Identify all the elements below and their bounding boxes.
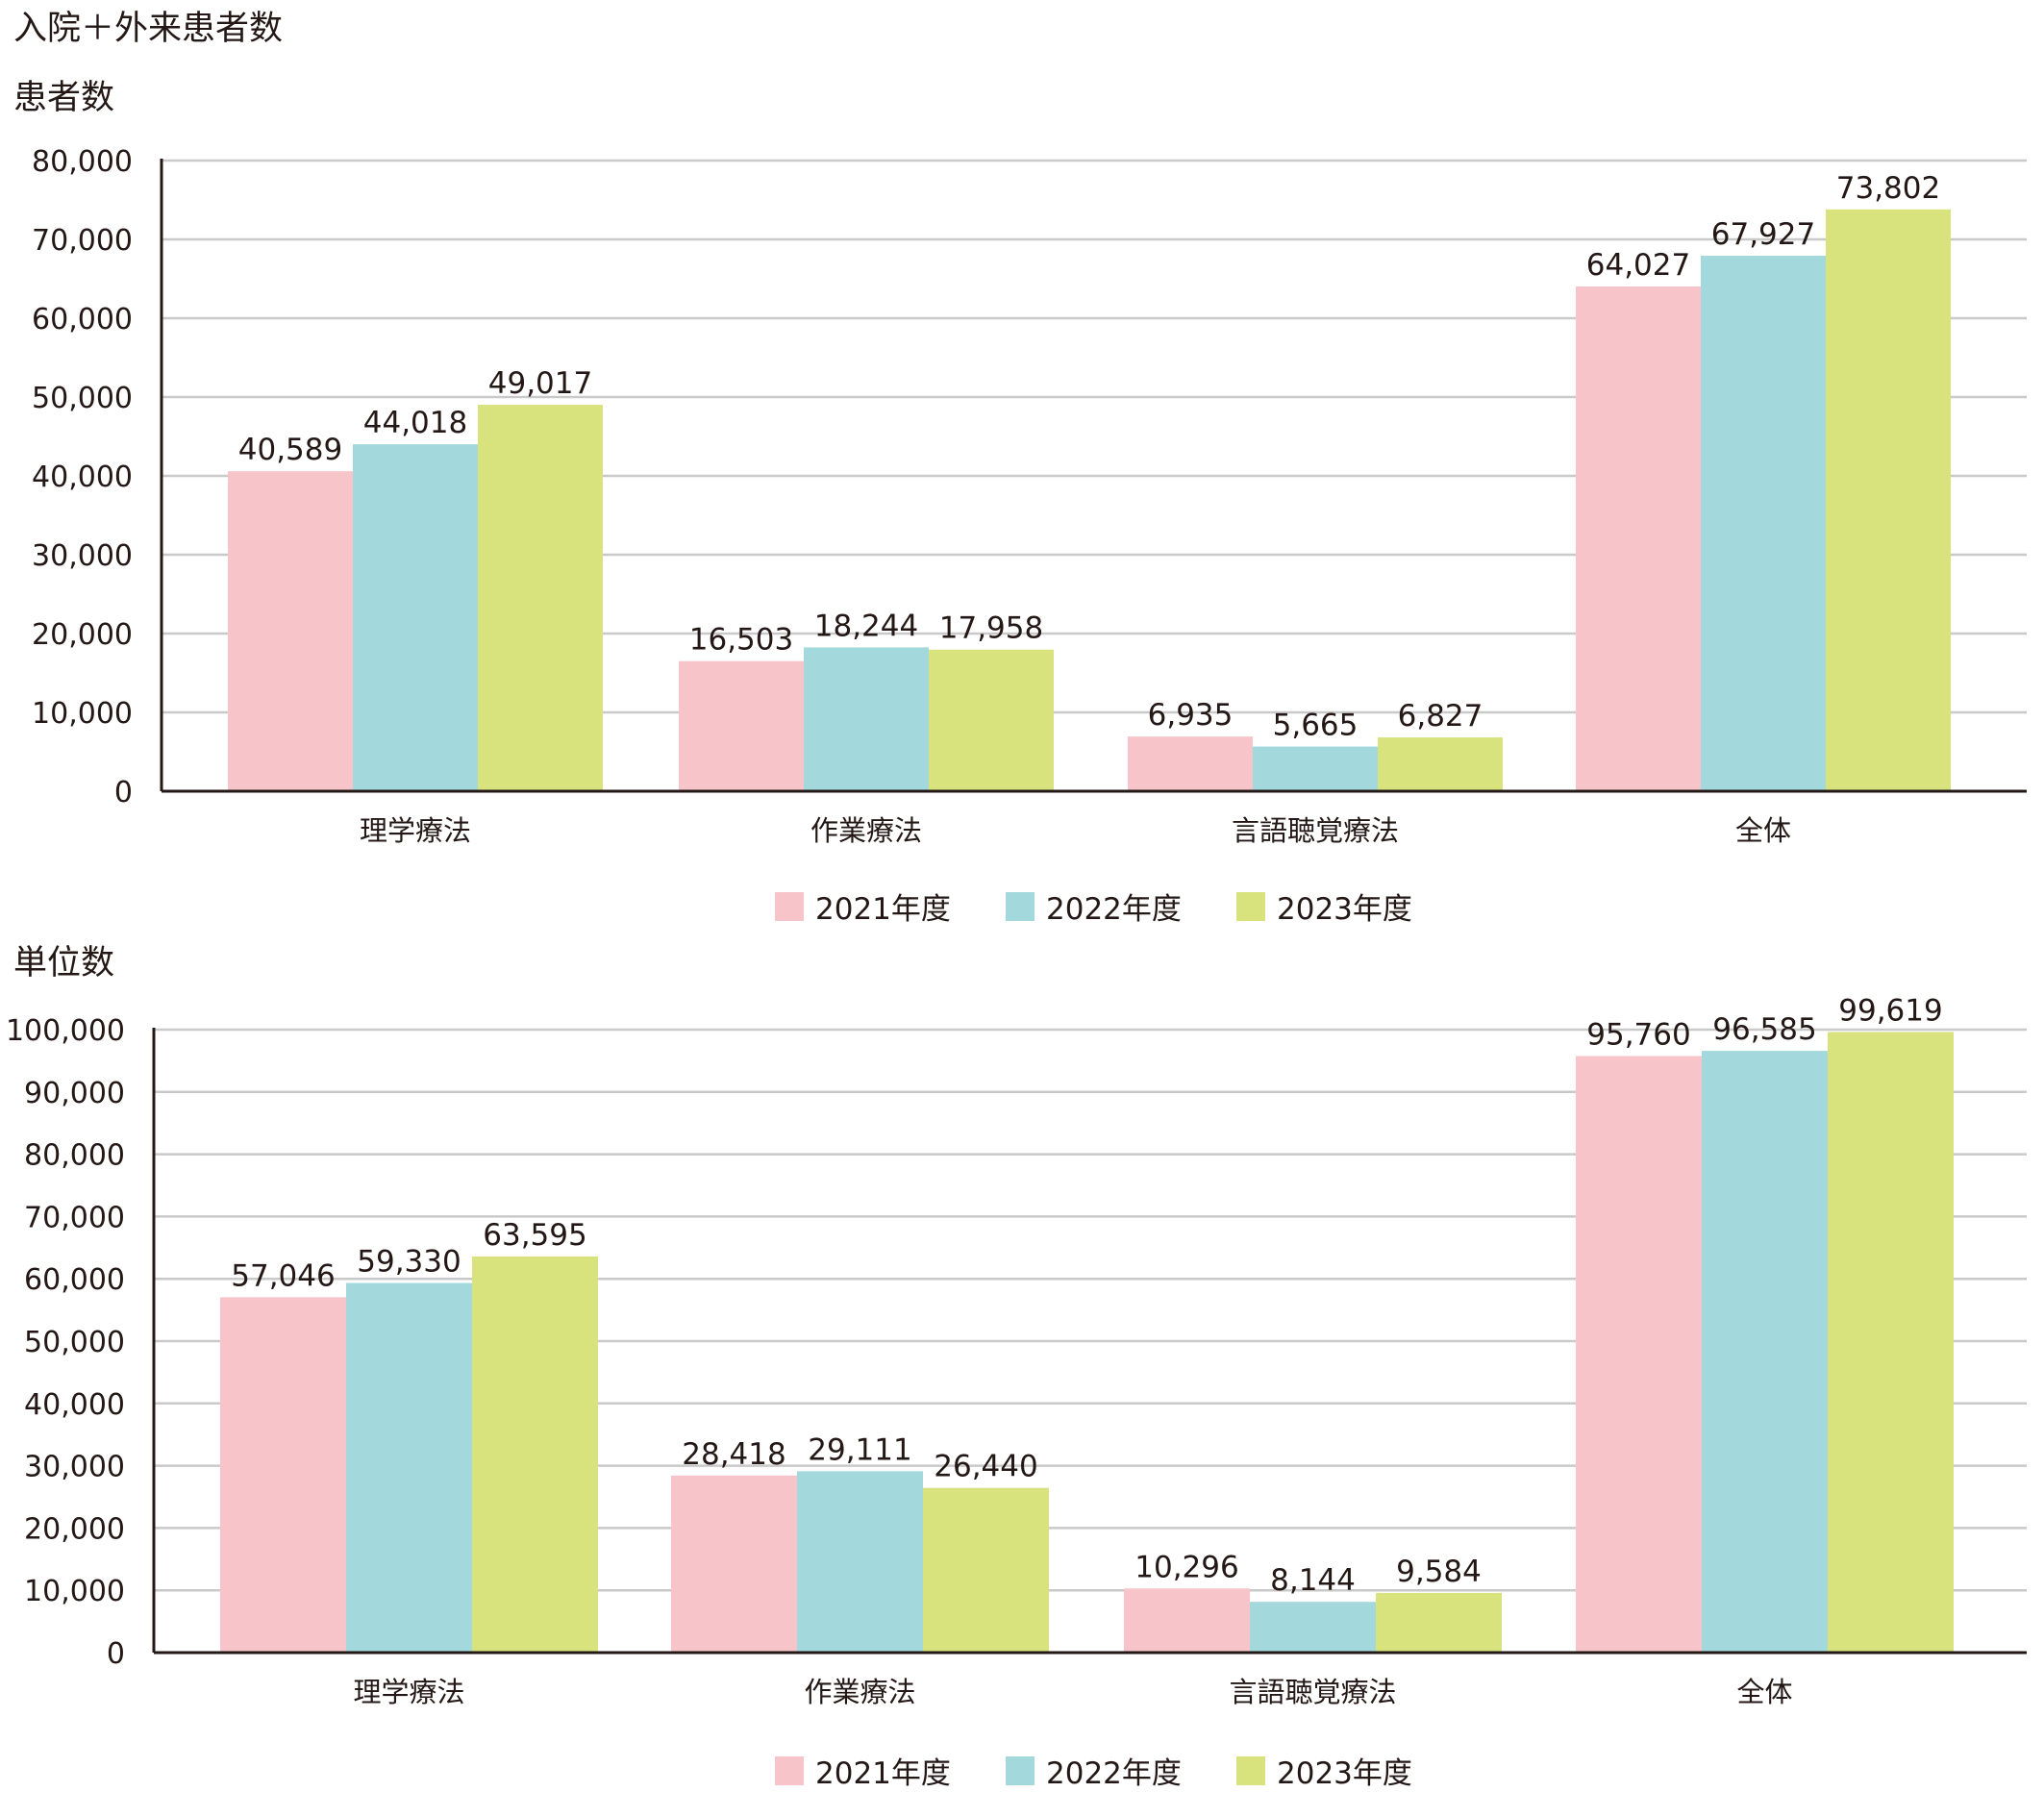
bar-units bbox=[797, 1471, 923, 1653]
x-tick-label: 作業療法 bbox=[810, 814, 922, 847]
data-label: 49,017 bbox=[488, 366, 592, 401]
y-tick-label: 10,000 bbox=[24, 1575, 125, 1608]
data-label: 5,665 bbox=[1273, 709, 1359, 743]
y-tick-label: 30,000 bbox=[32, 539, 133, 573]
bar-patients bbox=[929, 649, 1054, 791]
x-tick-label: 理学療法 bbox=[353, 1676, 464, 1708]
data-label: 10,296 bbox=[1134, 1550, 1238, 1584]
y-tick-label: 50,000 bbox=[24, 1326, 125, 1359]
y-tick-label: 70,000 bbox=[24, 1201, 125, 1234]
y-tick-label: 50,000 bbox=[32, 382, 133, 415]
data-label: 95,760 bbox=[1586, 1017, 1690, 1052]
data-label: 64,027 bbox=[1586, 248, 1690, 283]
bar-units bbox=[1250, 1602, 1376, 1653]
data-label: 6,827 bbox=[1398, 699, 1483, 734]
legend-label: 2023年度 bbox=[1277, 892, 1412, 927]
legend-label: 2022年度 bbox=[1046, 892, 1182, 927]
bar-patients bbox=[1128, 736, 1253, 791]
bar-patients bbox=[353, 444, 478, 791]
chart-title-units: 単位数 bbox=[13, 944, 115, 983]
y-tick-label: 60,000 bbox=[32, 303, 133, 336]
bar-units bbox=[671, 1475, 797, 1653]
y-tick-label: 20,000 bbox=[32, 618, 133, 652]
legend-swatch bbox=[1236, 1756, 1265, 1785]
data-label: 17,958 bbox=[939, 611, 1043, 646]
y-tick-label: 80,000 bbox=[24, 1139, 125, 1173]
bar-patients bbox=[1826, 209, 1951, 791]
legend-label: 2021年度 bbox=[815, 1756, 951, 1791]
x-tick-label: 言語聴覚療法 bbox=[1232, 814, 1399, 847]
x-tick-label: 全体 bbox=[1735, 814, 1791, 847]
bar-units bbox=[220, 1297, 346, 1653]
bar-patients bbox=[1576, 286, 1701, 791]
y-tick-label: 0 bbox=[114, 776, 133, 809]
data-label: 63,595 bbox=[483, 1218, 586, 1253]
data-label: 29,111 bbox=[808, 1432, 911, 1467]
y-tick-label: 80,000 bbox=[32, 145, 133, 179]
y-tick-label: 70,000 bbox=[32, 224, 133, 258]
bar-patients bbox=[1253, 746, 1378, 791]
bar-units bbox=[1702, 1051, 1828, 1653]
legend-label: 2023年度 bbox=[1277, 1756, 1412, 1791]
bar-units bbox=[1376, 1592, 1502, 1653]
bar-patients bbox=[1378, 737, 1503, 791]
data-label: 26,440 bbox=[934, 1450, 1037, 1484]
legend-label: 2021年度 bbox=[815, 892, 951, 927]
legend-swatch bbox=[1236, 892, 1265, 921]
x-tick-label: 理学療法 bbox=[360, 814, 471, 847]
legend-swatch bbox=[1006, 892, 1034, 921]
data-label: 18,244 bbox=[814, 609, 918, 643]
bar-patients bbox=[679, 660, 804, 791]
bar-patients bbox=[228, 471, 353, 791]
data-label: 59,330 bbox=[357, 1245, 461, 1280]
y-tick-label: 90,000 bbox=[24, 1077, 125, 1110]
bar-patients bbox=[478, 405, 603, 791]
bar-units bbox=[1828, 1032, 1954, 1653]
data-label: 40,589 bbox=[238, 433, 342, 467]
page-title: 入院＋外来患者数 bbox=[13, 10, 284, 48]
y-tick-label: 40,000 bbox=[32, 460, 133, 494]
legend-label: 2022年度 bbox=[1046, 1756, 1182, 1791]
data-label: 28,418 bbox=[682, 1437, 785, 1472]
y-tick-label: 60,000 bbox=[24, 1263, 125, 1297]
data-label: 44,018 bbox=[363, 406, 467, 440]
y-tick-label: 10,000 bbox=[32, 697, 133, 731]
data-label: 6,935 bbox=[1148, 698, 1234, 733]
data-label: 8,144 bbox=[1270, 1563, 1356, 1598]
y-tick-label: 100,000 bbox=[6, 1014, 125, 1048]
x-tick-label: 作業療法 bbox=[804, 1676, 915, 1708]
data-label: 96,585 bbox=[1712, 1012, 1816, 1047]
data-label: 73,802 bbox=[1836, 171, 1940, 206]
data-label: 67,927 bbox=[1711, 217, 1815, 252]
y-tick-label: 20,000 bbox=[24, 1512, 125, 1546]
legend-swatch bbox=[1006, 1756, 1034, 1785]
bar-units bbox=[923, 1487, 1049, 1653]
bar-units bbox=[1124, 1588, 1250, 1653]
y-tick-label: 0 bbox=[107, 1637, 125, 1671]
data-label: 99,619 bbox=[1838, 993, 1942, 1028]
bar-units bbox=[346, 1282, 472, 1653]
y-tick-label: 30,000 bbox=[24, 1451, 125, 1484]
x-tick-label: 言語聴覚療法 bbox=[1229, 1676, 1396, 1708]
data-label: 16,503 bbox=[689, 623, 793, 658]
bar-patients bbox=[1701, 255, 1826, 791]
chart-title-patients: 患者数 bbox=[13, 79, 115, 117]
legend-swatch bbox=[775, 1756, 804, 1785]
legend-swatch bbox=[775, 892, 804, 921]
bar-patients bbox=[804, 647, 929, 791]
y-tick-label: 40,000 bbox=[24, 1388, 125, 1422]
x-tick-label: 全体 bbox=[1736, 1676, 1792, 1708]
data-label: 9,584 bbox=[1396, 1555, 1482, 1589]
bar-units bbox=[1576, 1056, 1702, 1653]
bar-units bbox=[472, 1256, 598, 1653]
data-label: 57,046 bbox=[231, 1258, 335, 1293]
